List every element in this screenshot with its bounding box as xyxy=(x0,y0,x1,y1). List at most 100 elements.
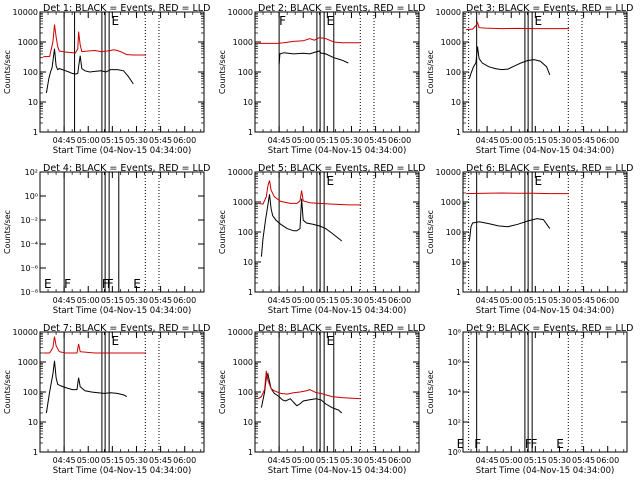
flag-letter: E xyxy=(556,437,564,451)
flag-letter: E xyxy=(327,334,335,348)
x-tick-label: 05:15 xyxy=(316,456,339,465)
panel-det-7: Det 7: BLACK = Events, RED = LLD 1 10 100 10… xyxy=(3,323,210,476)
flag-letter: E xyxy=(327,14,335,28)
y-tick-label: 1000 xyxy=(233,38,253,47)
x-tick-label: 05:00 xyxy=(292,296,315,305)
flag-letter: E xyxy=(44,277,52,291)
panel-det-6: Det 6: BLACK = Events, RED = LLD 1 10 100 10… xyxy=(426,163,633,316)
x-tick-label: 05:45 xyxy=(149,296,172,305)
y-tick-label: 1 xyxy=(33,448,38,457)
x-tick-label: 04:45 xyxy=(268,296,291,305)
x-tick-label: 06:00 xyxy=(173,456,196,465)
x-tick-label: 06:00 xyxy=(596,456,619,465)
y-tick-label: 1000 xyxy=(441,198,461,207)
x-axis-label: Start Time (04-Nov-15 04:34:00) xyxy=(476,306,615,316)
flag-letter: F xyxy=(525,437,532,451)
flag-letter: E xyxy=(535,14,543,28)
y-axis-label: Counts/sec xyxy=(218,50,227,94)
y-tick-label: 10000 xyxy=(13,328,38,337)
flag-letter: E xyxy=(457,437,465,451)
panel-det-3: Det 3: BLACK = Events, RED = LLD 1 10 100 10… xyxy=(426,3,633,156)
panel-title: Det 5: BLACK = Events, RED = LLD xyxy=(258,163,425,174)
y-tick-label: 10 xyxy=(243,418,253,427)
panel-det-5: Det 5: BLACK = Events, RED = LLD 1 10 100 10… xyxy=(218,163,425,316)
x-tick-label: 04:45 xyxy=(53,296,76,305)
y-axis-label: Counts/sec xyxy=(3,370,12,414)
plot-frame xyxy=(462,171,628,293)
x-tick-label: 05:15 xyxy=(101,456,124,465)
panel-det-9: Det 9: BLACK = Events, RED = LLD 10⁰ 10² 10… xyxy=(426,323,633,476)
y-tick-label: 10 xyxy=(243,258,253,267)
x-tick-label: 05:30 xyxy=(125,136,148,145)
flag-letter: F xyxy=(64,277,71,291)
y-tick-label: 100 xyxy=(238,228,253,237)
lld-series-line xyxy=(257,370,362,400)
y-tick-label: 10 xyxy=(243,98,253,107)
flag-letter: F xyxy=(531,437,538,451)
y-tick-label: 1000 xyxy=(233,358,253,367)
y-tick-label: 10² xyxy=(25,168,38,177)
x-tick-label: 05:45 xyxy=(149,136,172,145)
panel-title: Det 1: BLACK = Events, RED = LLD xyxy=(43,3,210,14)
x-axis-label: Start Time (04-Nov-15 04:34:00) xyxy=(53,146,192,156)
events-series-line xyxy=(260,372,343,414)
x-tick-label: 05:15 xyxy=(316,296,339,305)
lld-series-line xyxy=(466,21,570,31)
y-tick-label: 10000 xyxy=(436,8,461,17)
y-tick-label: 10⁻² xyxy=(20,216,38,225)
y-tick-label: 1 xyxy=(248,288,253,297)
x-tick-label: 05:45 xyxy=(572,296,595,305)
x-tick-label: 05:15 xyxy=(524,456,547,465)
y-tick-label: 100 xyxy=(238,68,253,77)
lld-series-line xyxy=(43,336,147,354)
y-tick-label: 1000 xyxy=(233,198,253,207)
events-series-line xyxy=(260,194,343,257)
x-tick-label: 05:30 xyxy=(340,136,363,145)
x-axis-label: Start Time (04-Nov-15 04:34:00) xyxy=(53,466,192,476)
events-series-line xyxy=(468,46,551,79)
y-tick-label: 1000 xyxy=(441,38,461,47)
y-tick-label: 1000 xyxy=(18,358,38,367)
x-tick-label: 04:45 xyxy=(476,136,499,145)
x-tick-label: 05:00 xyxy=(500,296,523,305)
panel-det-4: Det 4: BLACK = Events, RED = LLD 10⁻⁸ 10⁻⁶… xyxy=(3,163,210,316)
x-tick-label: 05:00 xyxy=(77,296,100,305)
flag-letter: F xyxy=(107,277,114,291)
x-tick-label: 05:45 xyxy=(364,136,387,145)
x-tick-label: 05:00 xyxy=(77,136,100,145)
y-tick-label: 10⁴ xyxy=(448,388,461,397)
flag-letter: F xyxy=(279,14,286,28)
x-axis-label: Start Time (04-Nov-15 04:34:00) xyxy=(268,466,407,476)
flag-letter: E xyxy=(133,277,141,291)
x-tick-label: 04:45 xyxy=(268,456,291,465)
x-tick-label: 04:45 xyxy=(53,136,76,145)
panel-det-8: Det 8: BLACK = Events, RED = LLD 1 10 100 10… xyxy=(218,323,425,476)
y-tick-label: 10 xyxy=(28,418,38,427)
y-tick-label: 10000 xyxy=(436,168,461,177)
x-tick-label: 05:15 xyxy=(101,296,124,305)
y-tick-label: 100 xyxy=(23,68,38,77)
y-axis-label: Counts/sec xyxy=(218,210,227,254)
x-tick-label: 05:45 xyxy=(572,136,595,145)
x-tick-label: 05:15 xyxy=(101,136,124,145)
plot-frame xyxy=(462,331,628,453)
y-axis-label: Counts/sec xyxy=(3,210,12,254)
x-axis-label: Start Time (04-Nov-15 04:34:00) xyxy=(476,146,615,156)
x-tick-label: 06:00 xyxy=(596,296,619,305)
x-tick-label: 05:45 xyxy=(572,456,595,465)
plot-frame xyxy=(462,11,628,133)
y-tick-label: 10² xyxy=(448,418,461,427)
y-tick-label: 10⁶ xyxy=(448,358,461,367)
panel-title: Det 4: BLACK = Events, RED = LLD xyxy=(43,163,210,174)
x-tick-label: 05:30 xyxy=(125,456,148,465)
x-tick-label: 05:45 xyxy=(364,456,387,465)
x-axis-label: Start Time (04-Nov-15 04:34:00) xyxy=(268,306,407,316)
panel-title: Det 6: BLACK = Events, RED = LLD xyxy=(466,163,633,174)
y-tick-label: 1 xyxy=(456,288,461,297)
y-tick-label: 1000 xyxy=(18,38,38,47)
flag-letter: E xyxy=(327,174,335,188)
x-axis-label: Start Time (04-Nov-15 04:34:00) xyxy=(476,466,615,476)
panel-title: Det 2: BLACK = Events, RED = LLD xyxy=(258,3,425,14)
y-tick-label: 10 xyxy=(28,98,38,107)
